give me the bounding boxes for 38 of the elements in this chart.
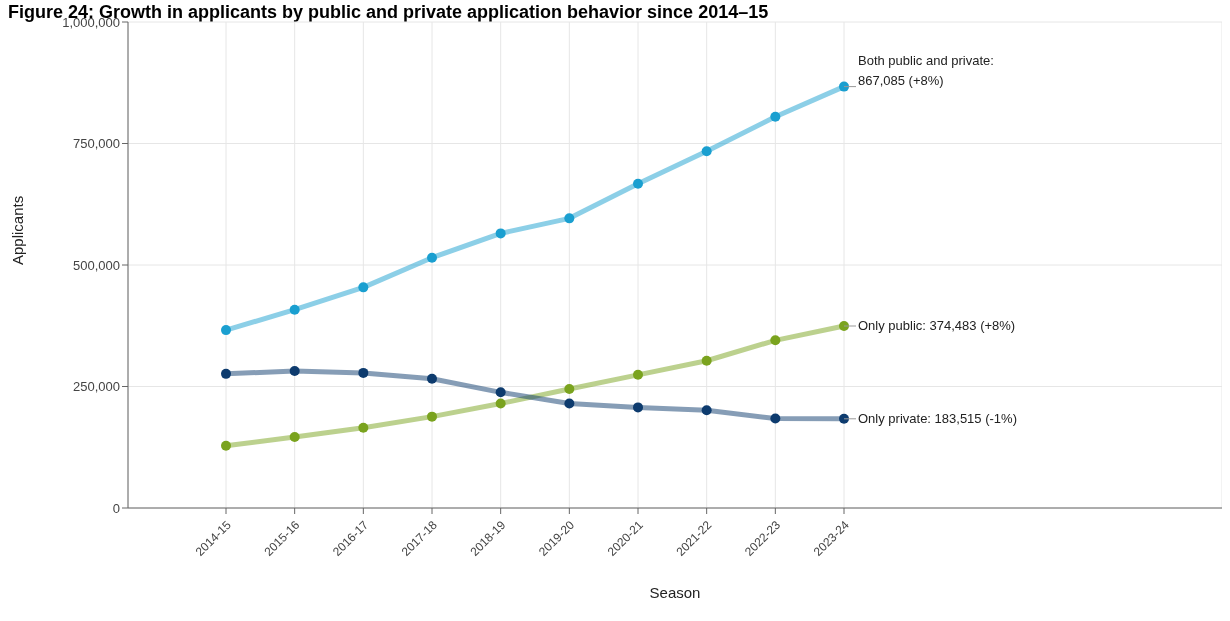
y-tick-label: 250,000	[73, 379, 120, 395]
point	[564, 398, 575, 409]
point	[839, 413, 849, 424]
point	[633, 402, 643, 413]
point	[564, 213, 575, 224]
point	[770, 413, 781, 424]
point	[633, 178, 643, 189]
x-axis-title: Season	[649, 584, 701, 601]
point	[839, 81, 849, 92]
point	[495, 387, 506, 398]
y-axis-title: Applicants	[9, 195, 27, 265]
point	[701, 355, 712, 366]
annotation: Only private: 183,515 (-1%)	[858, 410, 1017, 426]
point	[289, 304, 300, 315]
point	[495, 398, 506, 409]
point	[358, 422, 369, 433]
y-tick-label: 0	[112, 500, 120, 516]
y-tick-label: 500,000	[73, 257, 120, 273]
annotation: Only public: 374,483 (+8%)	[858, 318, 1016, 333]
point	[701, 146, 712, 157]
annotation: Both public and private: 867,085 (+8%)	[858, 52, 994, 88]
point	[358, 282, 369, 293]
point	[221, 440, 231, 451]
point	[358, 367, 369, 378]
point	[633, 369, 643, 380]
point	[427, 373, 437, 384]
point	[221, 368, 231, 379]
point	[289, 432, 300, 443]
point	[770, 111, 781, 122]
point	[701, 405, 712, 416]
point	[495, 228, 506, 239]
point	[564, 383, 575, 394]
point	[289, 365, 300, 376]
point	[770, 335, 781, 346]
point	[221, 325, 231, 336]
point	[427, 252, 437, 263]
point	[427, 411, 437, 422]
y-tick-label: 750,000	[73, 136, 120, 152]
